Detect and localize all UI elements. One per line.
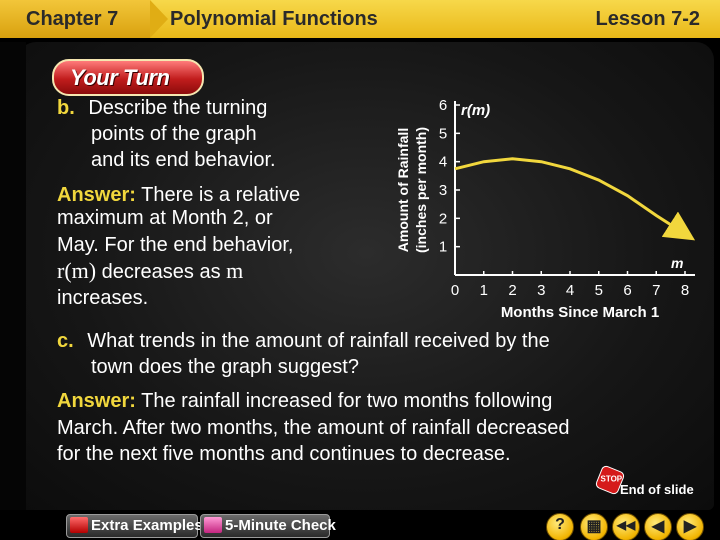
end-of-slide-label: End of slide <box>620 482 694 497</box>
extra-examples-label: Extra Examples <box>91 517 203 534</box>
previous-slide-button[interactable]: ◀ <box>644 513 672 540</box>
part-b-answer-line-5: increases. <box>57 287 149 309</box>
function-r-of-m: r(m) <box>57 258 97 283</box>
chapter-label: Chapter 7 <box>26 8 119 30</box>
part-b-answer-line-2: maximum at Month 2, or <box>57 207 273 229</box>
y-tick-label: 6 <box>439 97 447 114</box>
header-bar: Chapter 7 Polynomial Functions Lesson 7-… <box>0 0 720 38</box>
x-tick-label: 7 <box>652 282 660 299</box>
part-b-answer-line-4: r(m) decreases as m <box>57 258 243 285</box>
menu-button[interactable]: ▦ <box>580 513 608 540</box>
part-c-label: c. <box>57 330 74 352</box>
y-axis-title-2: (inches per month) <box>413 127 429 253</box>
part-c-answer-line-1: Answer: The rainfall increased for two m… <box>57 388 552 414</box>
your-turn-badge: Your Turn <box>52 59 204 96</box>
chapter-title: Polynomial Functions <box>170 8 378 30</box>
x-tick-label: 6 <box>623 282 631 299</box>
x-tick-label: 4 <box>566 282 574 299</box>
extra-examples-icon <box>70 517 88 533</box>
function-label: r(m) <box>461 102 490 119</box>
part-b-answer-line-3: May. For the end behavior, <box>57 234 294 256</box>
y-tick-label: 1 <box>439 239 447 256</box>
part-c-line-2: town does the graph suggest? <box>91 356 359 378</box>
next-icon: ▶ <box>683 518 697 535</box>
five-minute-check-button[interactable]: 5-Minute Check <box>200 514 336 538</box>
stop-sign-text: STOP <box>600 474 623 484</box>
part-c-answer-text-1: The rainfall increased for two months fo… <box>141 390 553 412</box>
x-tick-label: 0 <box>451 282 459 299</box>
rainfall-graph: 0 1 2 3 4 5 6 7 8 1 2 3 4 5 6 r(m) m Months Since March 1… <box>390 95 695 330</box>
part-b-answer-label: Answer: <box>57 184 136 206</box>
part-c-line-1: c. What trends in the amount of rainfall… <box>57 328 550 354</box>
part-c-text-1: What trends in the amount of rainfall re… <box>87 330 550 352</box>
part-c-answer-line-3: for the next five months and continues t… <box>57 443 511 465</box>
rainfall-curve <box>454 157 695 241</box>
help-icon: ? <box>555 516 565 533</box>
part-b-answer-line-1: Answer: There is a relative <box>57 182 300 208</box>
first-slide-button[interactable]: ◀◀ <box>612 513 640 540</box>
extra-examples-button[interactable]: Extra Examples <box>66 514 203 538</box>
y-axis-title-1: Amount of Rainfall <box>395 128 411 252</box>
y-tick-label: 4 <box>439 154 447 171</box>
part-c-answer-label: Answer: <box>57 390 136 412</box>
part-b-answer-text-1: There is a relative <box>141 184 301 206</box>
y-tick-label: 2 <box>439 210 447 227</box>
x-axis-title: Months Since March 1 <box>501 304 659 321</box>
part-b-label: b. <box>57 97 75 119</box>
next-slide-button[interactable]: ▶ <box>676 513 704 540</box>
previous-icon: ◀ <box>651 518 665 535</box>
x-tick-label: 5 <box>595 282 603 299</box>
variable-label: m <box>671 255 683 271</box>
part-b-answer-mid: decreases as <box>96 261 227 283</box>
x-tick-label: 3 <box>537 282 545 299</box>
x-tick-label: 2 <box>508 282 516 299</box>
y-tick-label: 5 <box>439 125 447 142</box>
part-c-answer-line-2: March. After two months, the amount of r… <box>57 417 570 439</box>
first-slide-icon: ◀◀ <box>616 518 636 532</box>
five-minute-check-label: 5-Minute Check <box>225 517 336 534</box>
x-tick-label: 8 <box>681 282 689 299</box>
end-of-slide-marker: STOP End of slide <box>594 464 698 497</box>
five-minute-check-icon <box>204 517 222 533</box>
part-b-line-1: b. Describe the turning <box>57 95 267 121</box>
rainfall-chart-svg: 0 1 2 3 4 5 6 7 8 1 2 3 4 5 6 r(m) m Months Since March 1… <box>395 97 695 321</box>
variable-m: m <box>226 258 244 283</box>
part-b-line-2: points of the graph <box>91 123 257 145</box>
help-button[interactable]: ? <box>546 513 574 540</box>
part-b-text-1: Describe the turning <box>88 97 268 119</box>
x-tick-label: 1 <box>480 282 488 299</box>
menu-icon: ▦ <box>586 518 602 535</box>
lesson-label: Lesson 7-2 <box>595 8 700 30</box>
your-turn-text: Your Turn <box>70 65 170 90</box>
chapter-tab <box>0 0 168 38</box>
part-b-line-3: and its end behavior. <box>91 149 276 171</box>
y-tick-label: 3 <box>439 182 447 199</box>
